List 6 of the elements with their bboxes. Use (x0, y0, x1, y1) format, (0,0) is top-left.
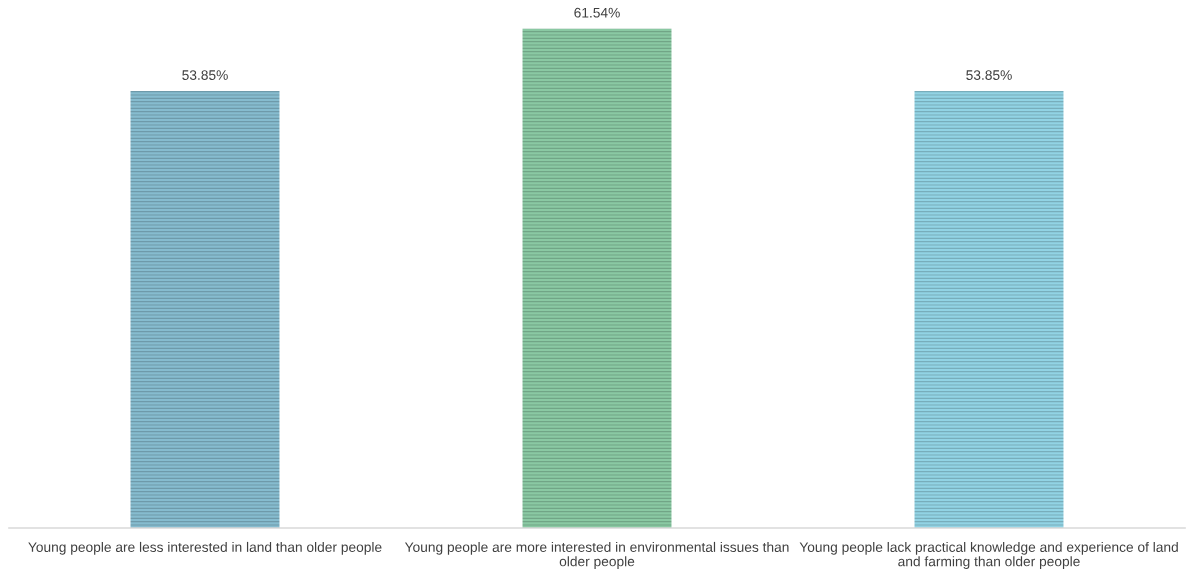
data-label: 53.85% (182, 70, 228, 80)
data-label: 61.54% (574, 7, 620, 18)
x-tick-label: Young people are more interested in environmental issues than older people (404, 541, 789, 570)
data-label: 53.85% (966, 70, 1012, 80)
x-tick-label: Young people are less interested in land than older people (28, 541, 382, 555)
x-tick-label: Young people lack practical knowledge and experience of land and farming than older people (799, 541, 1178, 570)
